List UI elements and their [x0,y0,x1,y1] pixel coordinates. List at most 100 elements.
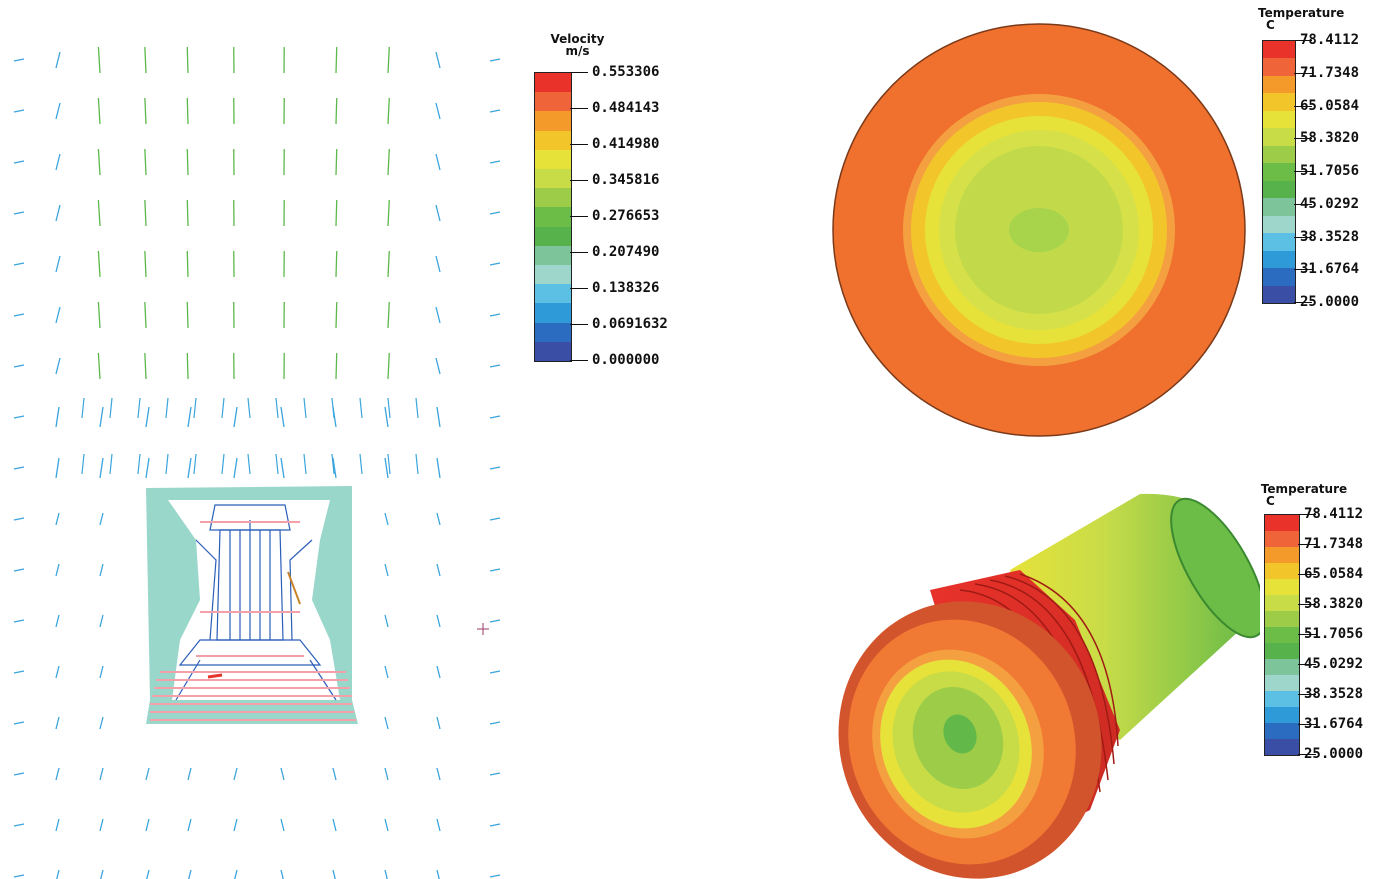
velocity-arrow [387,397,391,419]
velocity-arrow [435,204,441,222]
legend-color-band [535,149,571,170]
legend-tick [1294,203,1312,205]
velocity-arrow [97,352,101,380]
velocity-arrow [13,109,25,113]
temperature-legend-top-unit: C [1266,18,1275,32]
legend-tick [570,72,588,73]
velocity-arrow [99,665,104,679]
velocity-arrow [97,46,101,74]
legend-color-band [1263,110,1295,129]
velocity-arrow [144,97,147,125]
velocity-arrow [384,869,388,879]
legend-tick [1298,604,1316,605]
legend-color-band [535,226,571,247]
legend-color-band [1263,268,1295,287]
legend-value-label: 78.4112 [1304,506,1364,522]
legend-color-band [535,92,571,112]
velocity-arrow [55,614,60,628]
velocity-arrow [384,563,389,577]
velocity-arrow [186,148,189,176]
legend-tick [1298,544,1316,545]
legend-color-band [535,245,571,266]
legend-color-band [535,265,571,285]
velocity-legend-title-line1: Velocity [550,32,605,46]
velocity-arrow [144,148,147,176]
velocity-arrow [13,619,25,623]
legend-color-band [1263,145,1295,164]
velocity-arrow [384,614,389,628]
temperature-legend-bottom-unit: C [1266,494,1275,508]
legend-value-label: 38.3528 [1304,686,1364,702]
legend-color-band [1263,128,1295,147]
velocity-arrow [387,453,391,475]
legend-tick [570,180,588,181]
legend-value-label: 45.0292 [1304,656,1364,672]
velocity-arrow [55,204,61,222]
velocity-arrow [436,406,441,428]
velocity-arrow [275,397,279,419]
velocity-arrow [55,357,61,375]
velocity-arrow [489,466,501,470]
legend-tick [1294,40,1312,41]
legend-tick [1294,72,1312,74]
velocity-arrow [13,823,25,827]
velocity-arrow [234,869,238,879]
velocity-legend-unit: m/s [565,44,590,58]
legend-color-band [1263,285,1295,303]
velocity-arrow [331,453,335,475]
legend-color-band [1263,41,1295,59]
velocity-arrow [384,716,389,730]
legend-value-label: 58.3820 [1304,596,1364,612]
velocity-arrow [332,767,337,781]
velocity-arrow [144,301,147,329]
velocity-arrow [489,160,501,164]
legend-tick [570,252,588,253]
legend-color-band [535,303,571,324]
velocity-arrow [13,721,25,725]
legend-color-band [535,73,571,93]
velocity-arrow [186,97,189,125]
legend-tick [1294,138,1312,140]
legend-color-band [1265,627,1299,644]
legend-tick [1294,302,1312,303]
velocity-arrow [13,772,25,776]
legend-value-label: 65.0584 [1304,566,1364,582]
velocity-arrow [489,568,501,572]
legend-color-band [535,169,571,189]
legend-value-label: 0.276653 [592,208,660,224]
legend-tick [1298,664,1316,665]
legend-color-band [1265,643,1299,660]
velocity-vector-field [13,46,501,879]
velocity-arrow [99,512,104,526]
temperature-legend-bottom-title: Temperature C [1258,483,1350,507]
velocity-arrow [55,563,60,577]
velocity-arrow [489,721,501,725]
legend-color-band [1265,579,1299,596]
legend-value-label: 78.4112 [1300,32,1360,48]
legend-tick [1294,171,1312,172]
velocity-arrow [193,453,197,475]
velocity-arrow [56,869,60,879]
velocity-arrow [13,160,25,164]
velocity-arrow [55,102,61,120]
legend-color-band [1265,739,1299,755]
velocity-arrow [13,568,25,572]
velocity-arrow [436,457,441,479]
velocity-arrow [335,46,338,74]
velocity-arrow [55,716,60,730]
velocity-arrow [303,397,307,419]
mesh-core [175,504,337,701]
legend-tick [1298,694,1316,695]
legend-color-band [535,130,571,151]
velocity-arrow [435,102,441,120]
velocity-arrow [145,457,150,479]
legend-value-label: 51.7056 [1304,626,1364,642]
temperature-top-color-bar [1262,40,1296,304]
velocity-arrow [221,397,225,419]
velocity-arrow [359,453,363,475]
velocity-arrow [335,199,338,227]
legend-color-band [1265,691,1299,708]
legend-value-label: 0.345816 [592,172,660,188]
cylinder-end-cap [1170,497,1260,639]
velocity-arrow [332,457,337,479]
